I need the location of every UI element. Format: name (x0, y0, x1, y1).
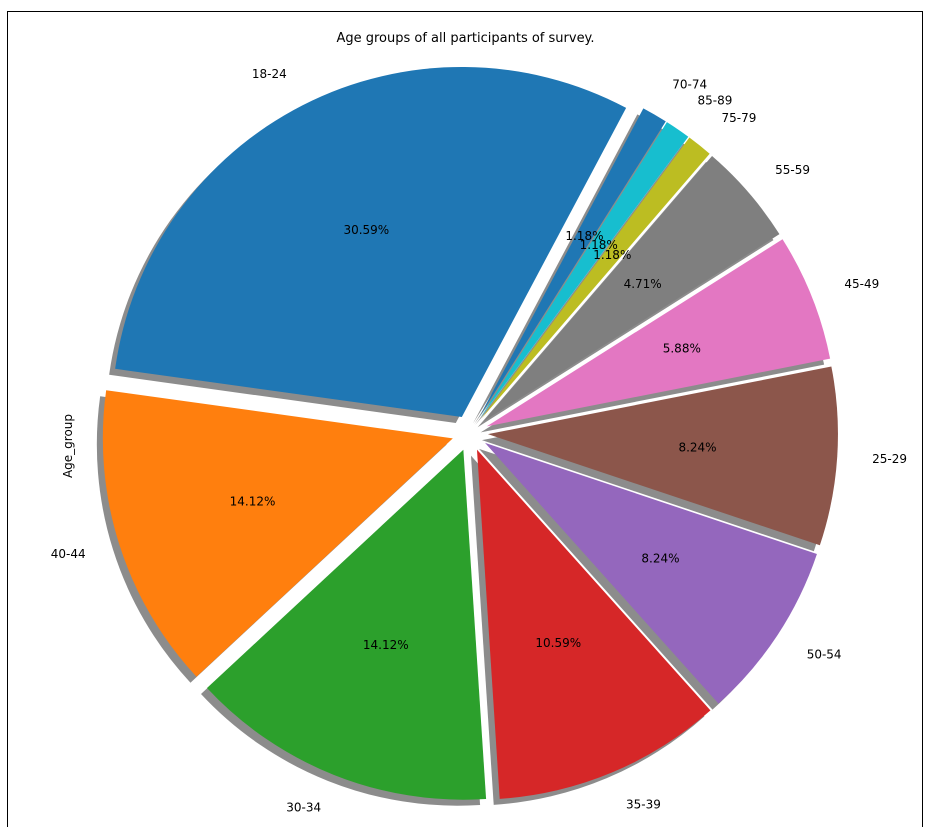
slice-40-44-percent-label: 14.12% (230, 495, 276, 509)
slice-50-54-wedge (485, 442, 817, 704)
slice-70-74-percent-label: 1.18% (565, 229, 603, 243)
slice-30-34-category-label: 30-34 (286, 800, 321, 814)
plot-area (7, 11, 923, 827)
pie-category-labels: 18-24 40-44 30-34 35-39 50-54 25-29 45-49 55-59… (51, 67, 907, 814)
slice-55-59-percent-label: 4.71% (624, 277, 662, 291)
slice-85-89-wedge (480, 122, 689, 419)
slice-45-49-category-label: 45-49 (844, 277, 879, 291)
slice-70-74-wedge (479, 108, 666, 418)
slice-85-89-percent-label: 1.18% (580, 238, 618, 252)
slice-25-29-percent-label: 8.24% (678, 441, 716, 455)
slice-40-44-category-label: 40-44 (51, 547, 86, 561)
slice-75-79-wedge (481, 137, 710, 419)
slice-50-54-percent-label: 8.24% (641, 551, 679, 565)
slice-35-39-percent-label: 10.59% (535, 636, 581, 650)
pie-wedges (102, 66, 838, 800)
slice-55-59-category-label: 55-59 (775, 163, 810, 177)
slice-75-79-category-label: 75-79 (722, 111, 757, 125)
slice-55-59-wedge (483, 156, 780, 422)
slice-70-74-category-label: 70-74 (672, 77, 707, 91)
slice-45-49-percent-label: 5.88% (663, 342, 701, 356)
slice-35-39-wedge (476, 449, 711, 799)
slice-25-29-wedge (487, 366, 838, 546)
slice-30-34-percent-label: 14.12% (363, 638, 409, 652)
slice-40-44-wedge (102, 390, 453, 677)
slice-35-39-category-label: 35-39 (626, 798, 661, 812)
slice-85-89-category-label: 85-89 (698, 93, 733, 107)
slice-18-24-category-label: 18-24 (252, 67, 287, 81)
slice-25-29-category-label: 25-29 (872, 452, 907, 466)
slice-18-24-wedge (115, 66, 627, 417)
chart-title: Age groups of all participants of survey… (336, 31, 595, 46)
slice-30-34-wedge (206, 449, 487, 800)
pie-percent-labels: 30.59% 14.12% 14.12% 10.59% 8.24% 8.24% 5.88% 4… (230, 223, 717, 652)
slice-45-49-wedge (486, 239, 831, 427)
slice-50-54-category-label: 50-54 (807, 647, 842, 661)
slice-75-79-percent-label: 1.18% (593, 248, 631, 262)
slice-18-24-percent-label: 30.59% (343, 223, 389, 237)
